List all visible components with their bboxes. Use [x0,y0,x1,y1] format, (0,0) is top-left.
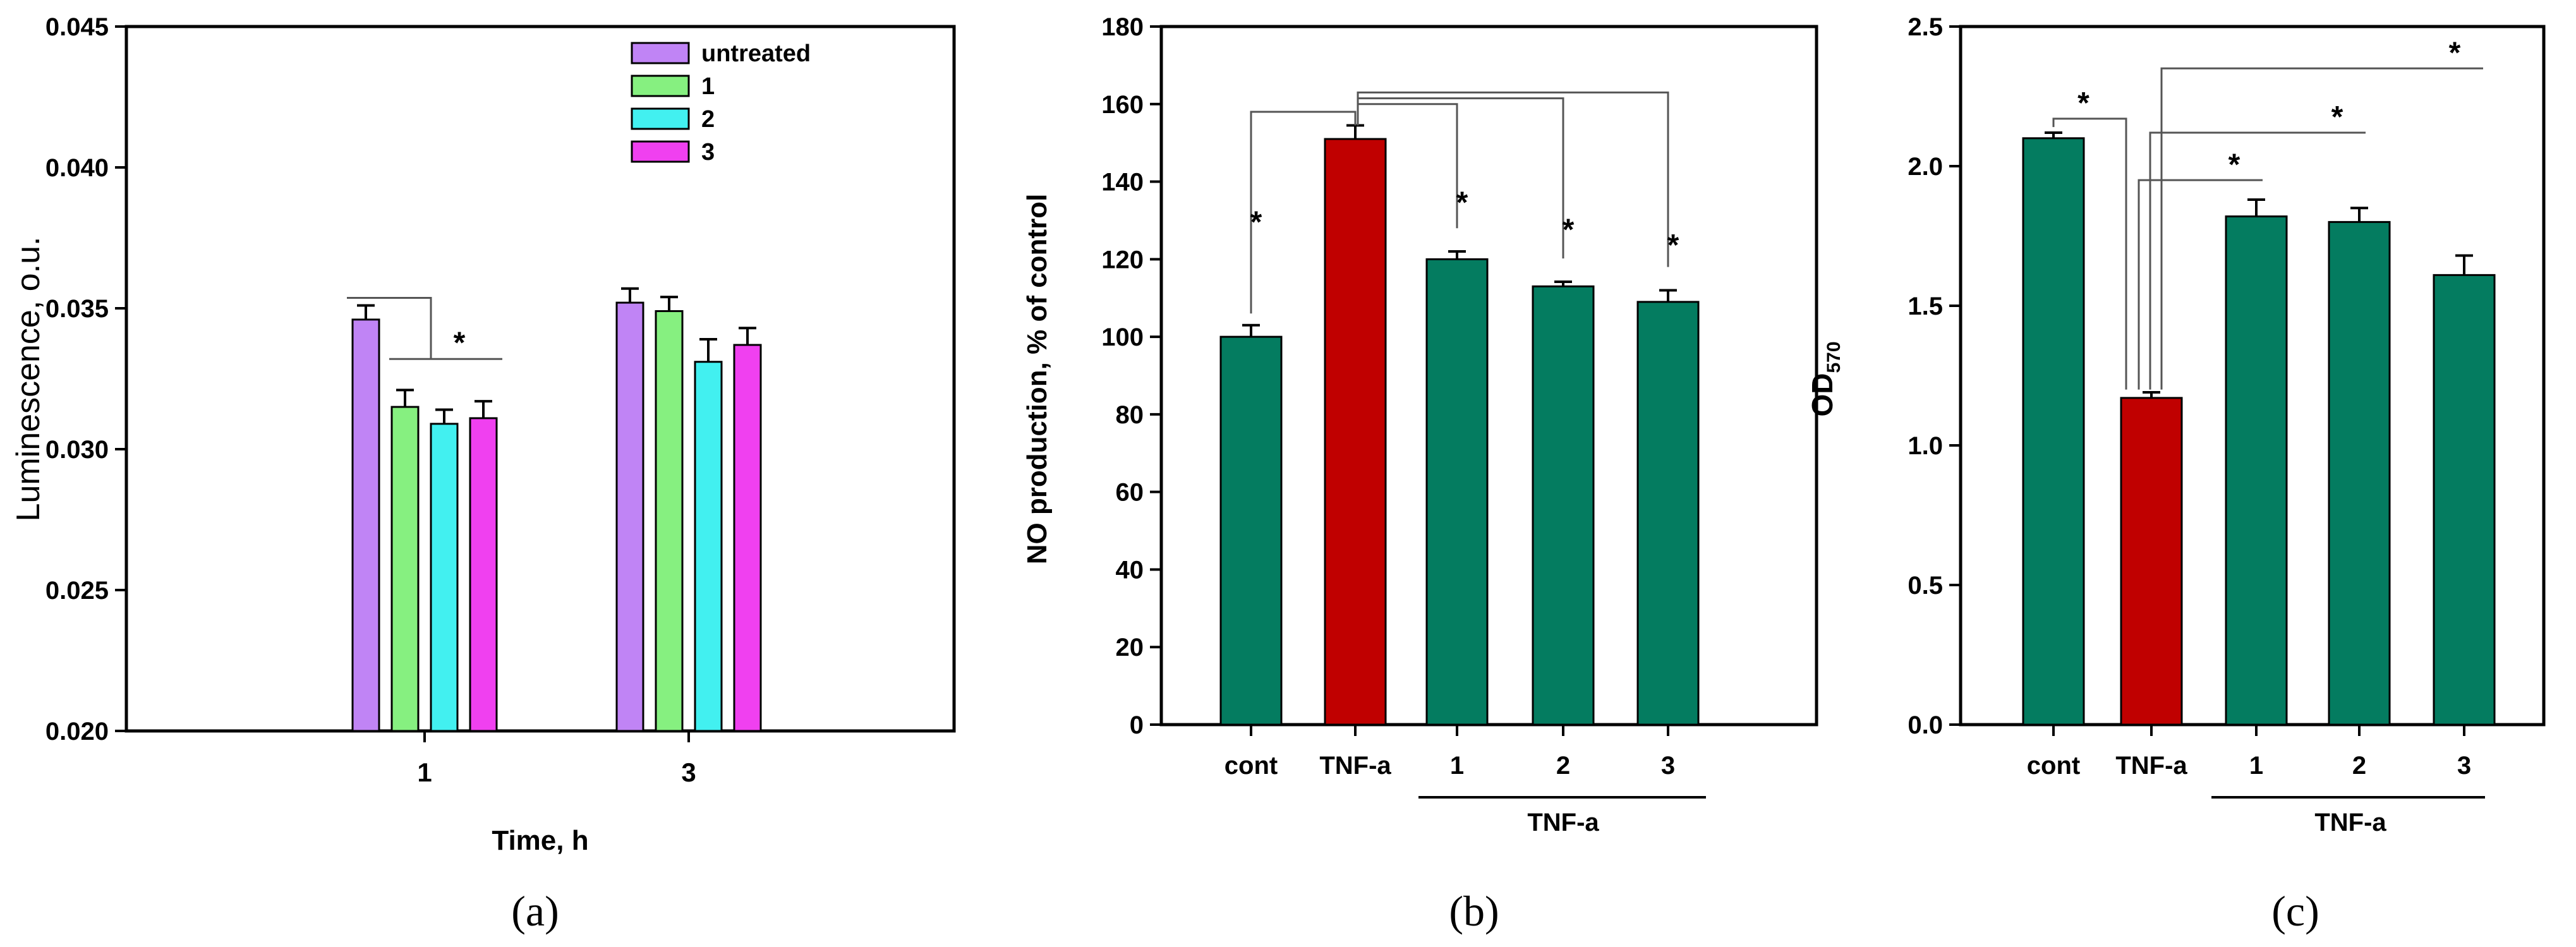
panel-b-bar [1532,285,1595,726]
panel-a-y-tick-label: 0.045 [45,13,109,41]
panel-b-y-axis-title: NO production, % of control [1022,194,1053,565]
panel-a-legend-label: 1 [701,73,715,100]
panel-c-bracket [2149,131,2366,390]
panel-a-plot-frame [124,25,956,733]
panel-c-y-tick-label: 1.0 [1908,432,1943,460]
panel-c-bar [2022,137,2085,726]
panel-b-significance-star: * [1250,205,1262,239]
panel-c-y-tick-label: 1.5 [1908,293,1943,320]
panel-b-bracket [1250,111,1357,314]
panel-c-bar [2225,215,2288,726]
panel-c-y-tick-label: 2.0 [1908,153,1943,181]
panel-b-group-label: TNF-a [1527,809,1599,836]
panel-b-x-tick-label: TNF-a [1319,752,1391,780]
panel-b-y-tick-label: 80 [1116,401,1144,429]
panel-c-y-axis-title: OD570 [1806,341,1844,416]
panel-a-bar [430,423,459,732]
panel-c-significance-star: * [2449,36,2461,69]
panel-c-y-axis-title-main: OD [1806,373,1839,417]
panel-b-bar [1219,335,1283,726]
panel-c-y-tick-label: 2.5 [1908,13,1943,41]
panel-a-legend-swatch [631,75,690,97]
panel-a-bar [733,344,762,732]
panel-c-chart: 0.0 0.5 1.0 1.5 2.0 2.5 cont TNF-a 1 2 3 * * * * OD5… [1806,13,2546,935]
panel-b-significance-star: * [1563,214,1575,247]
panel-c-x-tick-label: cont [2027,752,2080,780]
panel-b-plot-frame [1159,25,1818,727]
panel-b-y-tick-label: 60 [1116,479,1144,507]
panel-a-legend-swatch [631,140,690,163]
panel-a-y-tick-label: 0.035 [45,295,109,323]
panel-a-bar [351,318,380,732]
panel-b-y-tick-label: 0 [1130,711,1144,739]
panel-a-bar [655,310,684,732]
panel-c-significance-star: * [2228,148,2240,181]
panel-a-y-tick-label: 0.020 [45,718,109,745]
panel-b-y-tick-label: 20 [1116,634,1144,661]
panel-a-legend-swatch [631,42,690,64]
panel-b-y-tick-label: 160 [1101,91,1144,119]
panel-b-significance-star: * [1667,229,1679,262]
panel-c-x-tick-label: 1 [2249,752,2263,780]
panel-a-x-axis-title: Time, h [492,825,588,856]
panel-b-label: (b) [1449,887,1499,935]
panel-a-y-axis-title: Luminescence, o.u. [10,237,47,522]
panel-c-significance-star: * [2331,100,2343,134]
panel-c-significance-star: * [2077,87,2089,120]
panel-a-bar [694,361,723,732]
panel-c-y-tick-label: 0.5 [1908,572,1943,600]
panel-c-bar [2120,397,2183,726]
panel-c-bracket [2052,118,2127,390]
panel-b-bar [1324,138,1387,726]
panel-c-x-tick-label: 2 [2352,752,2366,780]
panel-c-bar [2433,274,2496,726]
panel-c-group-label: TNF-a [2314,809,2386,836]
panel-b-significance-star: * [1456,186,1468,220]
panel-a-legend-swatch [631,107,690,130]
panel-a-significance-star: * [454,326,466,359]
panel-c-significance-brackets: * * * * [2052,36,2483,390]
panel-b-x-tick-label: 2 [1556,752,1570,780]
panel-c-bracket [2160,67,2483,390]
panel-a-bar [615,301,644,732]
panel-b-y-tick-label: 120 [1101,246,1144,274]
panel-b-y-tick-label: 100 [1101,323,1144,351]
panel-a-y-tick-label: 0.025 [45,577,109,605]
panel-a-legend-label: untreated [701,40,811,67]
panel-a-x-tick-label: 3 [681,757,696,787]
panel-c-y-tick-label: 0.0 [1908,711,1943,739]
panel-a-legend-label: 3 [701,139,715,166]
panel-a-legend: untreated 1 2 3 [631,40,811,166]
panel-c-x-tick-label: TNF-a [2115,752,2187,780]
panel-c-bracket [2138,179,2263,390]
panel-b-y-tick-label: 40 [1116,556,1144,584]
panel-c-x-tick-label: 3 [2457,752,2471,780]
panel-c-label: (c) [2271,887,2319,935]
panel-a-bar [469,417,498,732]
panel-c-bar [2328,220,2391,726]
panel-a-legend-label: 2 [701,106,715,133]
panel-b-bracket [1357,97,1564,259]
panel-c-y-axis-title-subscript: 570 [1823,341,1844,373]
panel-b-x-tick-label: 3 [1661,752,1675,780]
panel-b-bar [1425,258,1489,726]
panel-a-y-tick-label: 0.030 [45,436,109,464]
panel-a-bracket [347,297,432,359]
panel-b-y-tick-label: 140 [1101,169,1144,196]
panel-a-x-tick-label: 1 [417,757,432,787]
panel-b-x-tick-label: 1 [1450,752,1464,780]
panel-b-bracket [1357,91,1669,267]
panel-b-significance-brackets: * * * * [1250,91,1679,314]
panel-a-bar [390,406,420,732]
panel-a-chart: 0.020 0.025 0.030 0.035 0.040 0.045 1 3 * untre… [10,13,956,935]
panel-b-y-tick-label: 180 [1101,13,1144,41]
panel-b-bar [1636,301,1700,726]
panel-b-x-tick-label: cont [1225,752,1278,780]
panel-a-y-tick-label: 0.040 [45,154,109,182]
panel-a-label: (a) [511,887,559,935]
